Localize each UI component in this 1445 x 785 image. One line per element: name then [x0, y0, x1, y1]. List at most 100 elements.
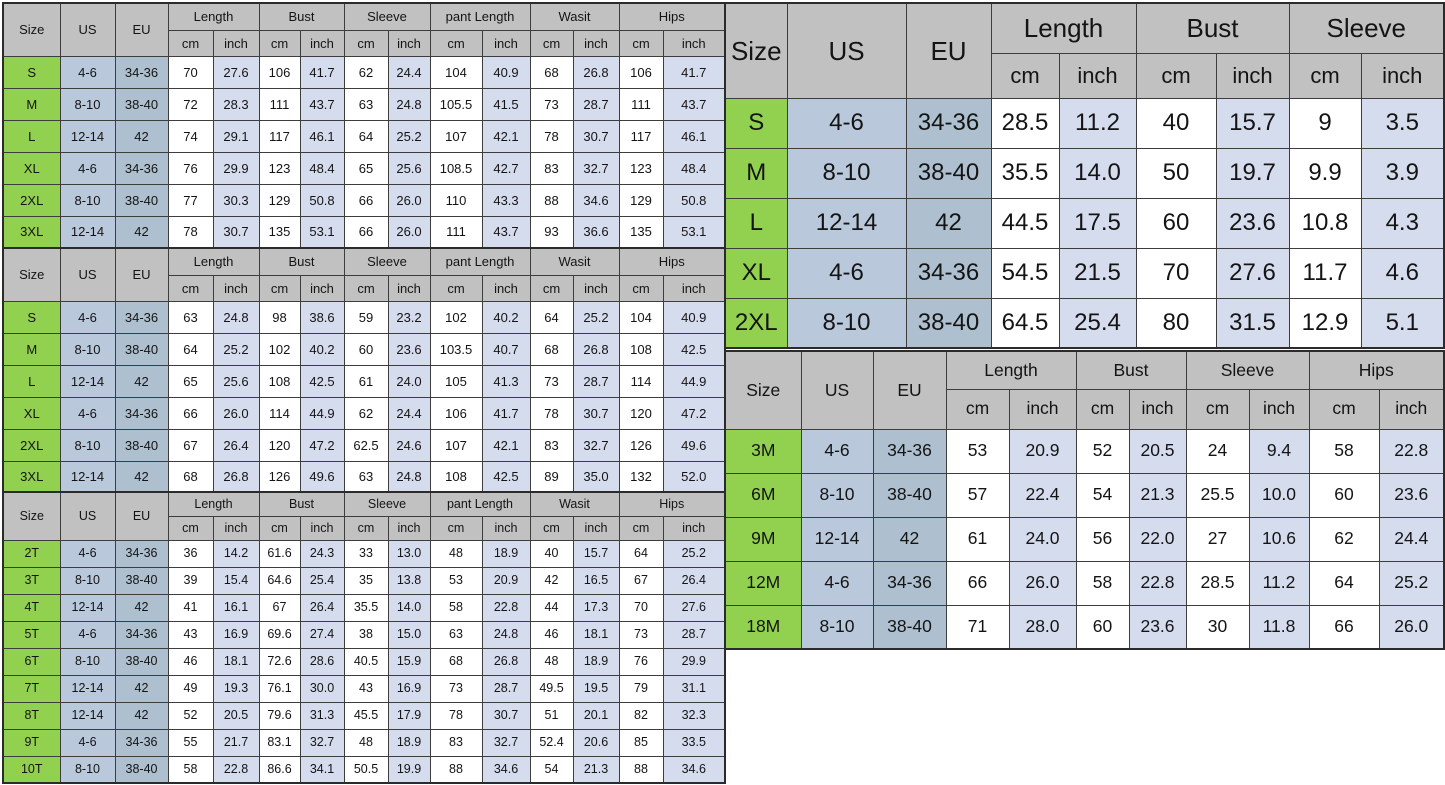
cm-value-cell: 88	[529, 183, 574, 217]
table-row-m: M 8-10 38-40 72 28.3 111 43.7 63 24.8 105.5 41.5 73…	[2, 87, 726, 121]
inch-value-cell: 11.2	[1058, 97, 1137, 149]
inch-value-cell: 4.6	[1360, 247, 1445, 299]
inch-value-cell: 49.6	[662, 428, 726, 462]
inch-value-cell: 53.1	[662, 215, 726, 249]
col-header-eu: EU	[114, 2, 169, 57]
cm-value-cell: 58	[1075, 560, 1130, 606]
inch-value-cell: 14.0	[387, 593, 431, 622]
size-cell: M	[2, 332, 61, 366]
inch-value-cell: 40.7	[481, 332, 531, 366]
cm-value-cell: 82	[618, 701, 664, 730]
inch-value-cell: 18.9	[387, 728, 431, 757]
us-cell: 4-6	[800, 560, 874, 606]
unit-header-inch: inch	[481, 515, 531, 541]
table-row-6t: 6T 8-10 38-40 46 18.1 72.6 28.6 40.5 15.9 68 26.8 4…	[2, 647, 726, 676]
cm-value-cell: 41	[167, 593, 214, 622]
cm-value-cell: 52	[167, 701, 214, 730]
inch-value-cell: 18.9	[572, 647, 620, 676]
eu-cell: 42	[114, 119, 169, 153]
group-header-length: Length	[167, 491, 260, 517]
inch-value-cell: 30.3	[212, 183, 260, 217]
inch-value-cell: 40.9	[662, 300, 726, 334]
cm-value-cell: 45.5	[343, 701, 389, 730]
inch-value-cell: 40.2	[299, 332, 345, 366]
eu-cell: 42	[114, 674, 169, 703]
inch-value-cell: 20.5	[212, 701, 260, 730]
inch-value-cell: 18.1	[572, 620, 620, 649]
size-cell: L	[2, 364, 61, 398]
inch-value-cell: 24.6	[387, 428, 431, 462]
unit-header-cm: cm	[343, 274, 389, 302]
cm-value-cell: 83.1	[258, 728, 301, 757]
cm-value-cell: 50.5	[343, 755, 389, 784]
cm-value-cell: 61.6	[258, 539, 301, 568]
inch-value-cell: 42.5	[662, 332, 726, 366]
eu-cell: 42	[114, 364, 169, 398]
cm-value-cell: 39	[167, 566, 214, 595]
group-header-bust: Bust	[258, 491, 345, 517]
eu-cell: 34-36	[872, 428, 947, 474]
size-cell: S	[724, 97, 788, 149]
group-header-bust: Bust	[258, 247, 345, 276]
inch-value-cell: 41.5	[481, 87, 531, 121]
inch-value-cell: 25.4	[1058, 297, 1137, 349]
cm-value-cell: 120	[258, 428, 301, 462]
inch-value-cell: 41.7	[662, 55, 726, 89]
cm-value-cell: 72	[167, 87, 214, 121]
inch-value-cell: 31.3	[299, 701, 345, 730]
cm-value-cell: 62	[343, 396, 389, 430]
eu-cell: 34-36	[114, 55, 169, 89]
group-header-sleeve: Sleeve	[343, 2, 431, 31]
cm-value-cell: 98	[258, 300, 301, 334]
inch-value-cell: 41.3	[481, 364, 531, 398]
inch-value-cell: 20.1	[572, 701, 620, 730]
inch-value-cell: 20.6	[572, 728, 620, 757]
inch-value-cell: 30.0	[299, 674, 345, 703]
inch-value-cell: 25.2	[572, 300, 620, 334]
inch-value-cell: 32.3	[662, 701, 726, 730]
us-cell: 8-10	[59, 87, 116, 121]
group-header-bust: Bust	[258, 2, 345, 31]
us-cell: 12-14	[59, 701, 116, 730]
cm-value-cell: 35.5	[343, 593, 389, 622]
inch-value-cell: 42.5	[481, 460, 531, 494]
inch-value-cell: 50.8	[662, 183, 726, 217]
inch-value-cell: 44.9	[662, 364, 726, 398]
inch-value-cell: 38.6	[299, 300, 345, 334]
inch-value-cell: 50.8	[299, 183, 345, 217]
inch-value-cell: 32.7	[299, 728, 345, 757]
inch-value-cell: 28.3	[212, 87, 260, 121]
unit-header-inch: inch	[387, 274, 431, 302]
cm-value-cell: 64	[529, 300, 574, 334]
cm-value-cell: 53	[429, 566, 483, 595]
cm-value-cell: 78	[167, 215, 214, 249]
unit-header-cm: cm	[1308, 388, 1380, 430]
cm-value-cell: 52.4	[529, 728, 574, 757]
cm-value-cell: 9.9	[1288, 147, 1362, 199]
table-row-xl: XL 4-6 34-36 76 29.9 123 48.4 65 25.6 108.5 42.7 83…	[2, 151, 726, 185]
inch-value-cell: 49.6	[299, 460, 345, 494]
unit-header-cm: cm	[618, 29, 664, 57]
cm-value-cell: 30	[1185, 604, 1250, 650]
size-table-adult-pants-1: Size US EU Length Bust Sleeve pant Length Wasit…	[2, 2, 726, 249]
cm-value-cell: 78	[429, 701, 483, 730]
cm-value-cell: 93	[529, 215, 574, 249]
us-cell: 4-6	[59, 539, 116, 568]
size-cell: XL	[2, 396, 61, 430]
cm-value-cell: 106	[429, 396, 483, 430]
group-header-row: Size US EU Length Bust Sleeve	[724, 2, 1445, 99]
eu-cell: 34-36	[872, 560, 947, 606]
cm-value-cell: 135	[618, 215, 664, 249]
inch-value-cell: 24.8	[387, 87, 431, 121]
inch-value-cell: 40.9	[481, 55, 531, 89]
col-header-eu: EU	[872, 350, 947, 430]
inch-value-cell: 25.6	[212, 364, 260, 398]
eu-cell: 42	[114, 593, 169, 622]
cm-value-cell: 64.5	[990, 297, 1060, 349]
inch-value-cell: 4.3	[1360, 197, 1445, 249]
inch-value-cell: 26.0	[212, 396, 260, 430]
inch-value-cell: 26.4	[212, 428, 260, 462]
inch-value-cell: 28.0	[1008, 604, 1077, 650]
unit-header-inch: inch	[299, 274, 345, 302]
cm-value-cell: 67	[167, 428, 214, 462]
